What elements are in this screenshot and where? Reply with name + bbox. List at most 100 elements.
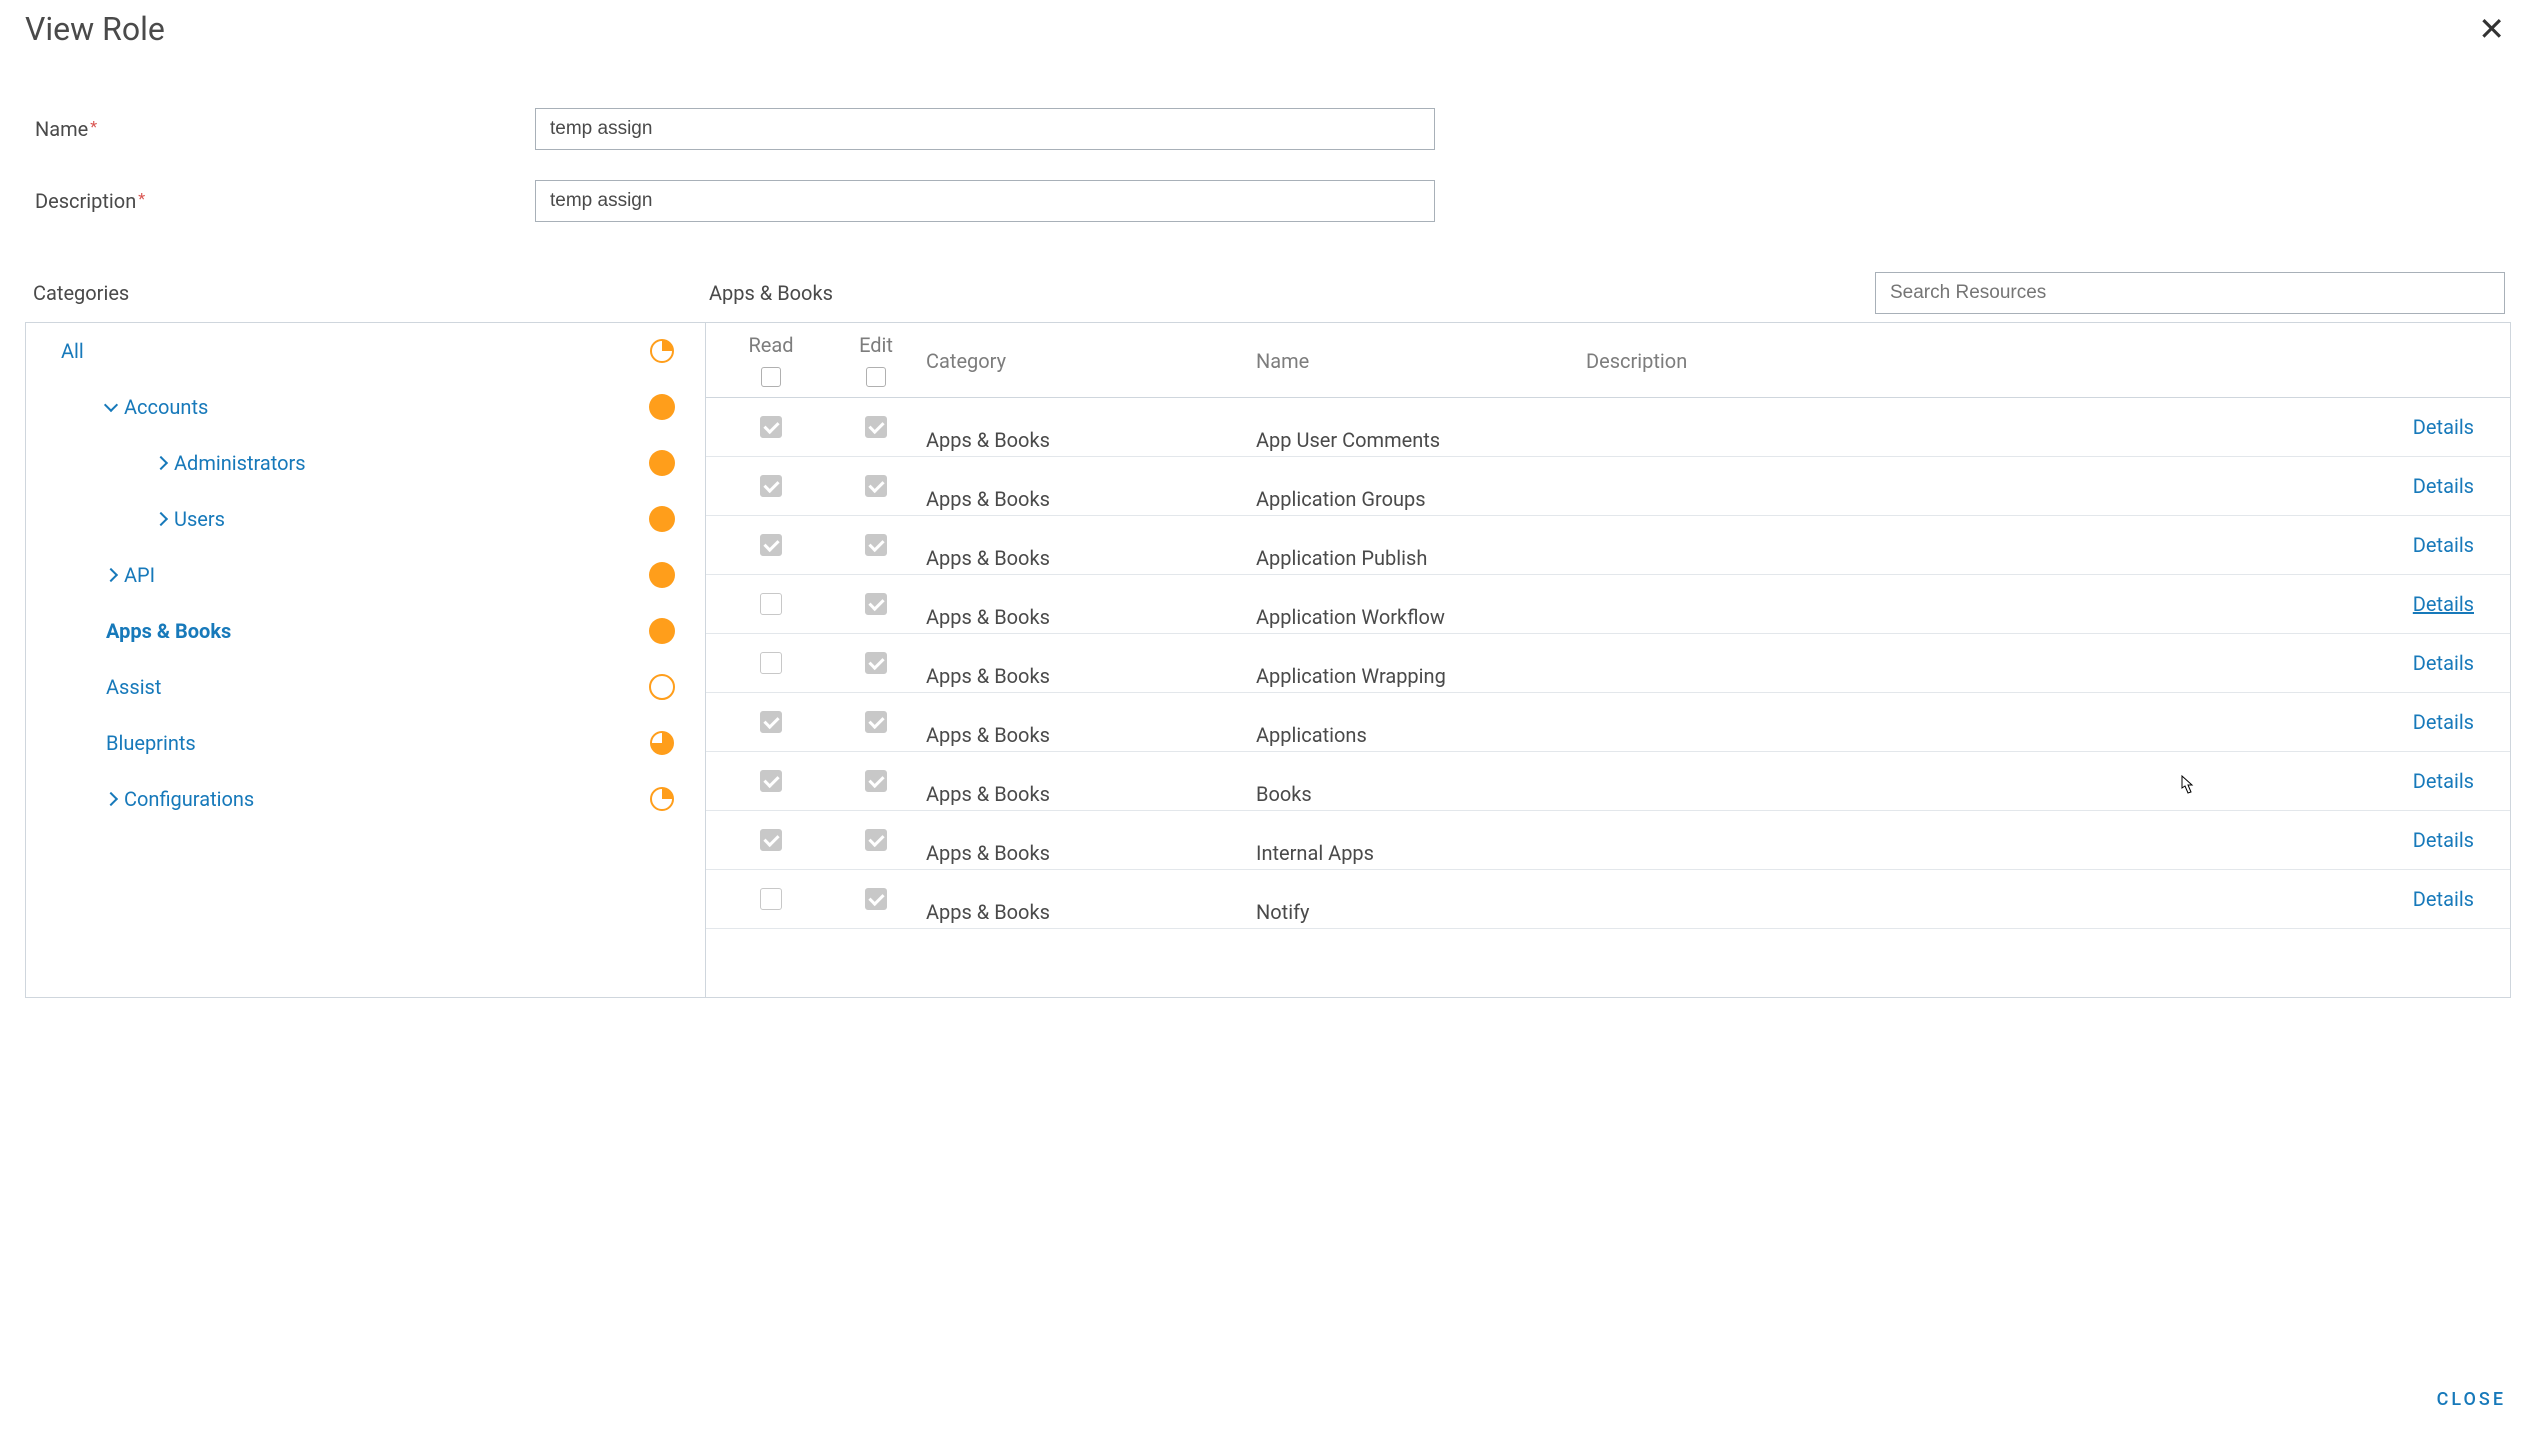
required-asterisk-icon: * <box>138 189 145 208</box>
column-header-category: Category <box>926 323 1256 397</box>
details-link[interactable]: Details <box>2413 533 2474 557</box>
column-header-name: Name <box>1256 323 1586 397</box>
details-link[interactable]: Details <box>2413 474 2474 498</box>
resource-name: Notify <box>1256 874 1586 924</box>
category-label: Apps & Books <box>106 619 231 643</box>
read-checkbox[interactable] <box>760 534 782 556</box>
category-label: Administrators <box>174 451 306 475</box>
resource-table-header: Read Edit Category Name Description <box>706 323 2510 398</box>
category-label: Configurations <box>124 787 254 811</box>
resource-category: Apps & Books <box>926 520 1256 570</box>
resource-category: Apps & Books <box>926 461 1256 511</box>
resource-name: Applications <box>1256 697 1586 747</box>
details-link[interactable]: Details <box>2413 415 2474 439</box>
close-icon[interactable]: ✕ <box>2472 10 2511 48</box>
indicator-full-icon <box>649 394 675 420</box>
chevron-right-icon <box>154 456 168 470</box>
chevron-right-icon <box>104 792 118 806</box>
details-link[interactable]: Details <box>2413 592 2474 616</box>
resource-name: App User Comments <box>1256 402 1586 452</box>
read-checkbox[interactable] <box>760 652 782 674</box>
column-header-read: Read <box>748 333 793 357</box>
resource-row: Apps & Books Application Groups Details <box>706 457 2510 516</box>
edit-checkbox[interactable] <box>865 652 887 674</box>
edit-checkbox[interactable] <box>865 475 887 497</box>
resource-description <box>1586 768 2380 794</box>
category-item[interactable]: Assist <box>26 659 705 715</box>
indicator-three-quarter-icon <box>649 730 675 756</box>
chevron-right-icon <box>154 512 168 526</box>
resource-row: Apps & Books Internal Apps Details <box>706 811 2510 870</box>
edit-checkbox[interactable] <box>865 888 887 910</box>
edit-checkbox[interactable] <box>865 770 887 792</box>
read-checkbox[interactable] <box>760 711 782 733</box>
categories-panel: All Accounts Administrators Users API Ap… <box>26 323 706 997</box>
description-field[interactable] <box>535 180 1435 222</box>
edit-all-checkbox[interactable] <box>866 367 886 387</box>
edit-checkbox[interactable] <box>865 416 887 438</box>
read-checkbox[interactable] <box>760 593 782 615</box>
resource-row: Apps & Books Application Workflow Detail… <box>706 575 2510 634</box>
category-label: Blueprints <box>106 731 196 755</box>
edit-checkbox[interactable] <box>865 534 887 556</box>
indicator-quarter-icon <box>649 338 675 364</box>
resource-name: Application Groups <box>1256 461 1586 511</box>
category-item[interactable]: All <box>26 323 705 379</box>
resource-category: Apps & Books <box>926 756 1256 806</box>
column-header-description: Description <box>1586 323 2500 397</box>
indicator-full-icon <box>649 562 675 588</box>
category-item[interactable]: Administrators <box>26 435 705 491</box>
resource-description <box>1586 414 2380 440</box>
search-input[interactable] <box>1875 272 2505 314</box>
edit-checkbox[interactable] <box>865 593 887 615</box>
resource-description <box>1586 532 2380 558</box>
details-link[interactable]: Details <box>2413 828 2474 852</box>
read-checkbox[interactable] <box>760 829 782 851</box>
category-item[interactable]: Users <box>26 491 705 547</box>
resource-category: Apps & Books <box>926 815 1256 865</box>
resource-name: Application Wrapping <box>1256 638 1586 688</box>
edit-checkbox[interactable] <box>865 829 887 851</box>
categories-heading: Categories <box>33 281 709 305</box>
read-checkbox[interactable] <box>760 888 782 910</box>
details-link[interactable]: Details <box>2413 769 2474 793</box>
resource-row: Apps & Books Applications Details <box>706 693 2510 752</box>
resource-description <box>1586 709 2380 735</box>
name-field[interactable] <box>535 108 1435 150</box>
details-link[interactable]: Details <box>2413 651 2474 675</box>
category-label: API <box>124 563 155 587</box>
column-header-edit: Edit <box>859 333 893 357</box>
read-all-checkbox[interactable] <box>761 367 781 387</box>
resource-name: Application Workflow <box>1256 579 1586 629</box>
category-label: Users <box>174 507 225 531</box>
resource-name: Books <box>1256 756 1586 806</box>
name-label: Name* <box>35 117 535 141</box>
indicator-full-icon <box>649 506 675 532</box>
read-checkbox[interactable] <box>760 475 782 497</box>
current-category-heading: Apps & Books <box>709 281 1875 305</box>
indicator-full-icon <box>649 618 675 644</box>
details-link[interactable]: Details <box>2413 710 2474 734</box>
category-item[interactable]: Apps & Books <box>26 603 705 659</box>
chevron-right-icon <box>104 568 118 582</box>
category-label: Assist <box>106 675 161 699</box>
resource-description <box>1586 886 2380 912</box>
resource-category: Apps & Books <box>926 874 1256 924</box>
resource-row: Apps & Books Application Wrapping Detail… <box>706 634 2510 693</box>
edit-checkbox[interactable] <box>865 711 887 733</box>
dialog-title: View Role <box>25 10 165 48</box>
category-item[interactable]: Accounts <box>26 379 705 435</box>
description-label: Description* <box>35 189 535 213</box>
resource-description <box>1586 591 2380 617</box>
category-item[interactable]: Blueprints <box>26 715 705 771</box>
resources-panel: Read Edit Category Name Description Apps… <box>706 323 2510 997</box>
read-checkbox[interactable] <box>760 416 782 438</box>
read-checkbox[interactable] <box>760 770 782 792</box>
resource-row: Apps & Books Notify Details <box>706 870 2510 929</box>
resource-category: Apps & Books <box>926 579 1256 629</box>
indicator-full-icon <box>649 450 675 476</box>
close-button[interactable]: CLOSE <box>2437 1389 2506 1410</box>
details-link[interactable]: Details <box>2413 887 2474 911</box>
category-item[interactable]: Configurations <box>26 771 705 827</box>
category-item[interactable]: API <box>26 547 705 603</box>
